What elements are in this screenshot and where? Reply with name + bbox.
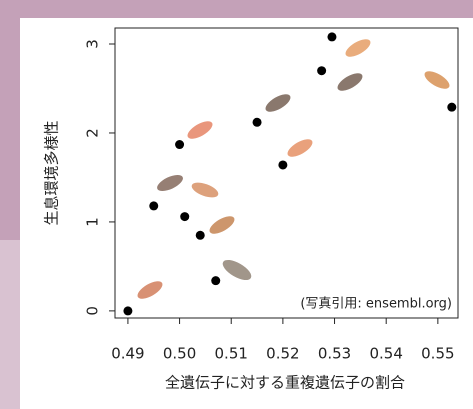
y-tick-label: 2 (84, 128, 102, 138)
x-tick-label: 0.54 (369, 345, 402, 363)
x-tick-label: 0.50 (163, 345, 196, 363)
y-tick-label: 1 (84, 217, 102, 227)
x-tick-label: 0.55 (421, 345, 454, 363)
left-band-lower (0, 240, 20, 409)
point (175, 140, 184, 149)
x-tick-label: 0.51 (215, 345, 248, 363)
y-tick-label: 3 (84, 39, 102, 49)
top-band (0, 0, 473, 18)
point (327, 32, 336, 41)
y-tick-label: 0 (84, 306, 102, 316)
chart: 全遺伝子に対する重複遺伝子の割合 生息環境多様性 (写真引用: ensembl.… (0, 0, 473, 409)
point (253, 118, 262, 127)
point (278, 160, 287, 169)
x-axis-label: 全遺伝子に対する重複遺伝子の割合 (165, 374, 405, 392)
x-tick-label: 0.52 (266, 345, 299, 363)
point (180, 212, 189, 221)
annotation: (写真引用: ensembl.org) (300, 297, 452, 312)
x-tick-label: 0.49 (111, 345, 144, 363)
point (196, 231, 205, 240)
y-axis-label: 生息環境多様性 (43, 120, 61, 225)
point (149, 201, 158, 210)
point (447, 103, 456, 112)
point (123, 306, 132, 315)
point (211, 276, 220, 285)
point (317, 66, 326, 75)
left-band (0, 0, 20, 240)
x-tick-label: 0.53 (318, 345, 351, 363)
